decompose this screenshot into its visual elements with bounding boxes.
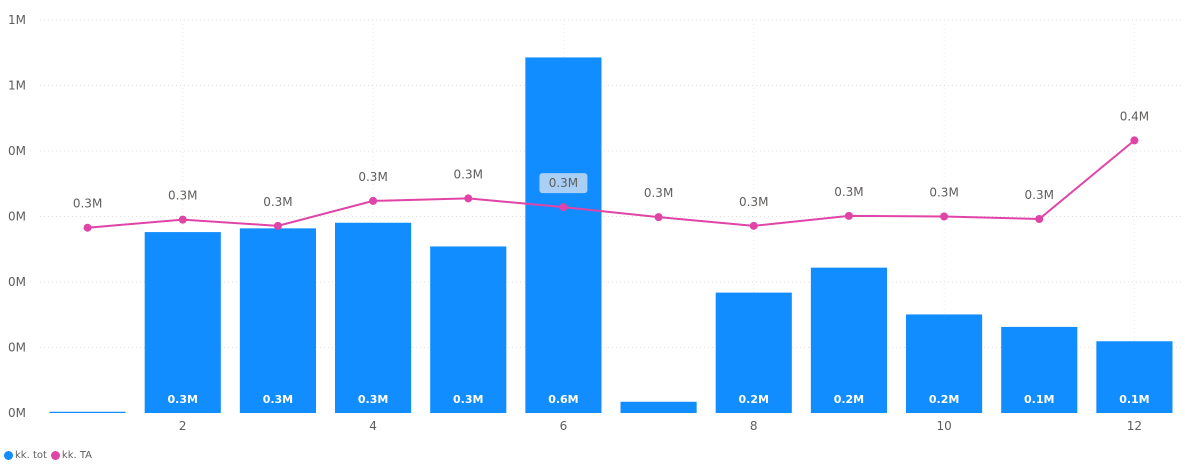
legend-item-kk-tot[interactable]: kk. tot [4, 450, 47, 461]
x-tick-label: 10 [936, 419, 951, 433]
bar[interactable] [906, 314, 983, 413]
legend-marker-icon [50, 451, 60, 460]
line-data-label: 0.4M [1120, 109, 1149, 123]
bar-data-label: 0.3M [263, 393, 293, 406]
bar-data-label: 0.3M [168, 393, 198, 406]
bar[interactable] [49, 411, 126, 413]
line-data-label: 0.3M [454, 167, 483, 181]
x-axis: 2 4 6 8 10 12 [179, 419, 1142, 433]
line-point[interactable] [654, 213, 663, 222]
series-line [87, 139, 1136, 229]
bar[interactable] [335, 222, 412, 413]
line-point[interactable] [844, 211, 853, 220]
line-point[interactable] [749, 221, 758, 230]
bar-data-label: 0.2M [834, 393, 864, 406]
bar-data-labels: 0.3M 0.3M 0.3M 0.3M 0.6M 0.2M 0.2M 0.2M 0.1M 0.1M [168, 393, 1150, 406]
bar-data-label: 0.3M [358, 393, 388, 406]
x-tick-label: 6 [560, 419, 568, 433]
bar[interactable] [715, 292, 792, 413]
x-tick-label: 12 [1127, 419, 1142, 433]
bar-data-label: 0.3M [453, 393, 483, 406]
bar[interactable] [810, 267, 887, 413]
legend-label: kk. TA [61, 450, 93, 461]
line-data-labels: 0.3M 0.3M 0.3M 0.3M 0.3M 0.3M 0.3M 0.3M 0.3M 0.3M… [73, 109, 1149, 210]
line-point[interactable] [369, 196, 378, 205]
y-tick-label: 0M [8, 341, 26, 355]
line-data-label: 0.3M [549, 176, 578, 190]
y-tick-label: 0M [8, 210, 26, 224]
line-data-label: 0.3M [1025, 188, 1054, 202]
x-tick-label: 2 [179, 419, 187, 433]
bar[interactable] [525, 57, 602, 414]
bar[interactable] [144, 232, 221, 413]
line-data-label: 0.3M [73, 197, 102, 211]
line-series [83, 136, 1139, 232]
line-data-label: 0.3M [644, 186, 673, 200]
line-point[interactable] [178, 215, 187, 224]
line-data-label: 0.3M [929, 186, 958, 200]
y-tick-label: 1M [8, 79, 26, 93]
y-tick-label: 0M [8, 144, 26, 158]
bar-data-label: 0.1M [1024, 393, 1054, 406]
line-data-label: 0.3M [739, 195, 768, 209]
bar-data-label: 0.2M [739, 393, 769, 406]
line-point[interactable] [83, 223, 92, 232]
line-point[interactable] [940, 212, 949, 221]
bar[interactable] [620, 401, 697, 413]
legend: kk. tot kk. TA [4, 450, 94, 461]
y-tick-label: 1M [8, 13, 26, 27]
bar-data-label: 0.2M [929, 393, 959, 406]
line-point[interactable] [1035, 214, 1044, 223]
line-data-label: 0.3M [834, 185, 863, 199]
bar[interactable] [239, 228, 316, 413]
line-point[interactable] [1130, 136, 1139, 145]
y-axis: 0M 0M 0M 0M 0M 1M 1M [8, 13, 26, 420]
legend-item-kk-ta[interactable]: kk. TA [50, 450, 93, 461]
bar-data-label: 0.6M [548, 393, 578, 406]
bar[interactable] [430, 246, 507, 413]
y-tick-label: 0M [8, 406, 26, 420]
legend-label: kk. tot [15, 450, 47, 461]
bar[interactable] [1096, 341, 1173, 413]
bar-data-label: 0.1M [1119, 393, 1149, 406]
bar-series [49, 57, 1173, 414]
line-point[interactable] [464, 194, 473, 203]
legend-marker-icon [4, 451, 13, 460]
highlight-label-box [539, 173, 588, 194]
x-tick-label: 8 [750, 419, 758, 433]
line-data-label: 0.3M [358, 170, 387, 184]
line-data-label: 0.3M [168, 189, 197, 203]
y-tick-label: 0M [8, 275, 26, 289]
bar[interactable] [1001, 326, 1078, 413]
line-point[interactable] [559, 203, 568, 212]
line-data-label: 0.3M [263, 195, 292, 209]
line-point[interactable] [273, 221, 282, 230]
x-tick-label: 4 [369, 419, 377, 433]
